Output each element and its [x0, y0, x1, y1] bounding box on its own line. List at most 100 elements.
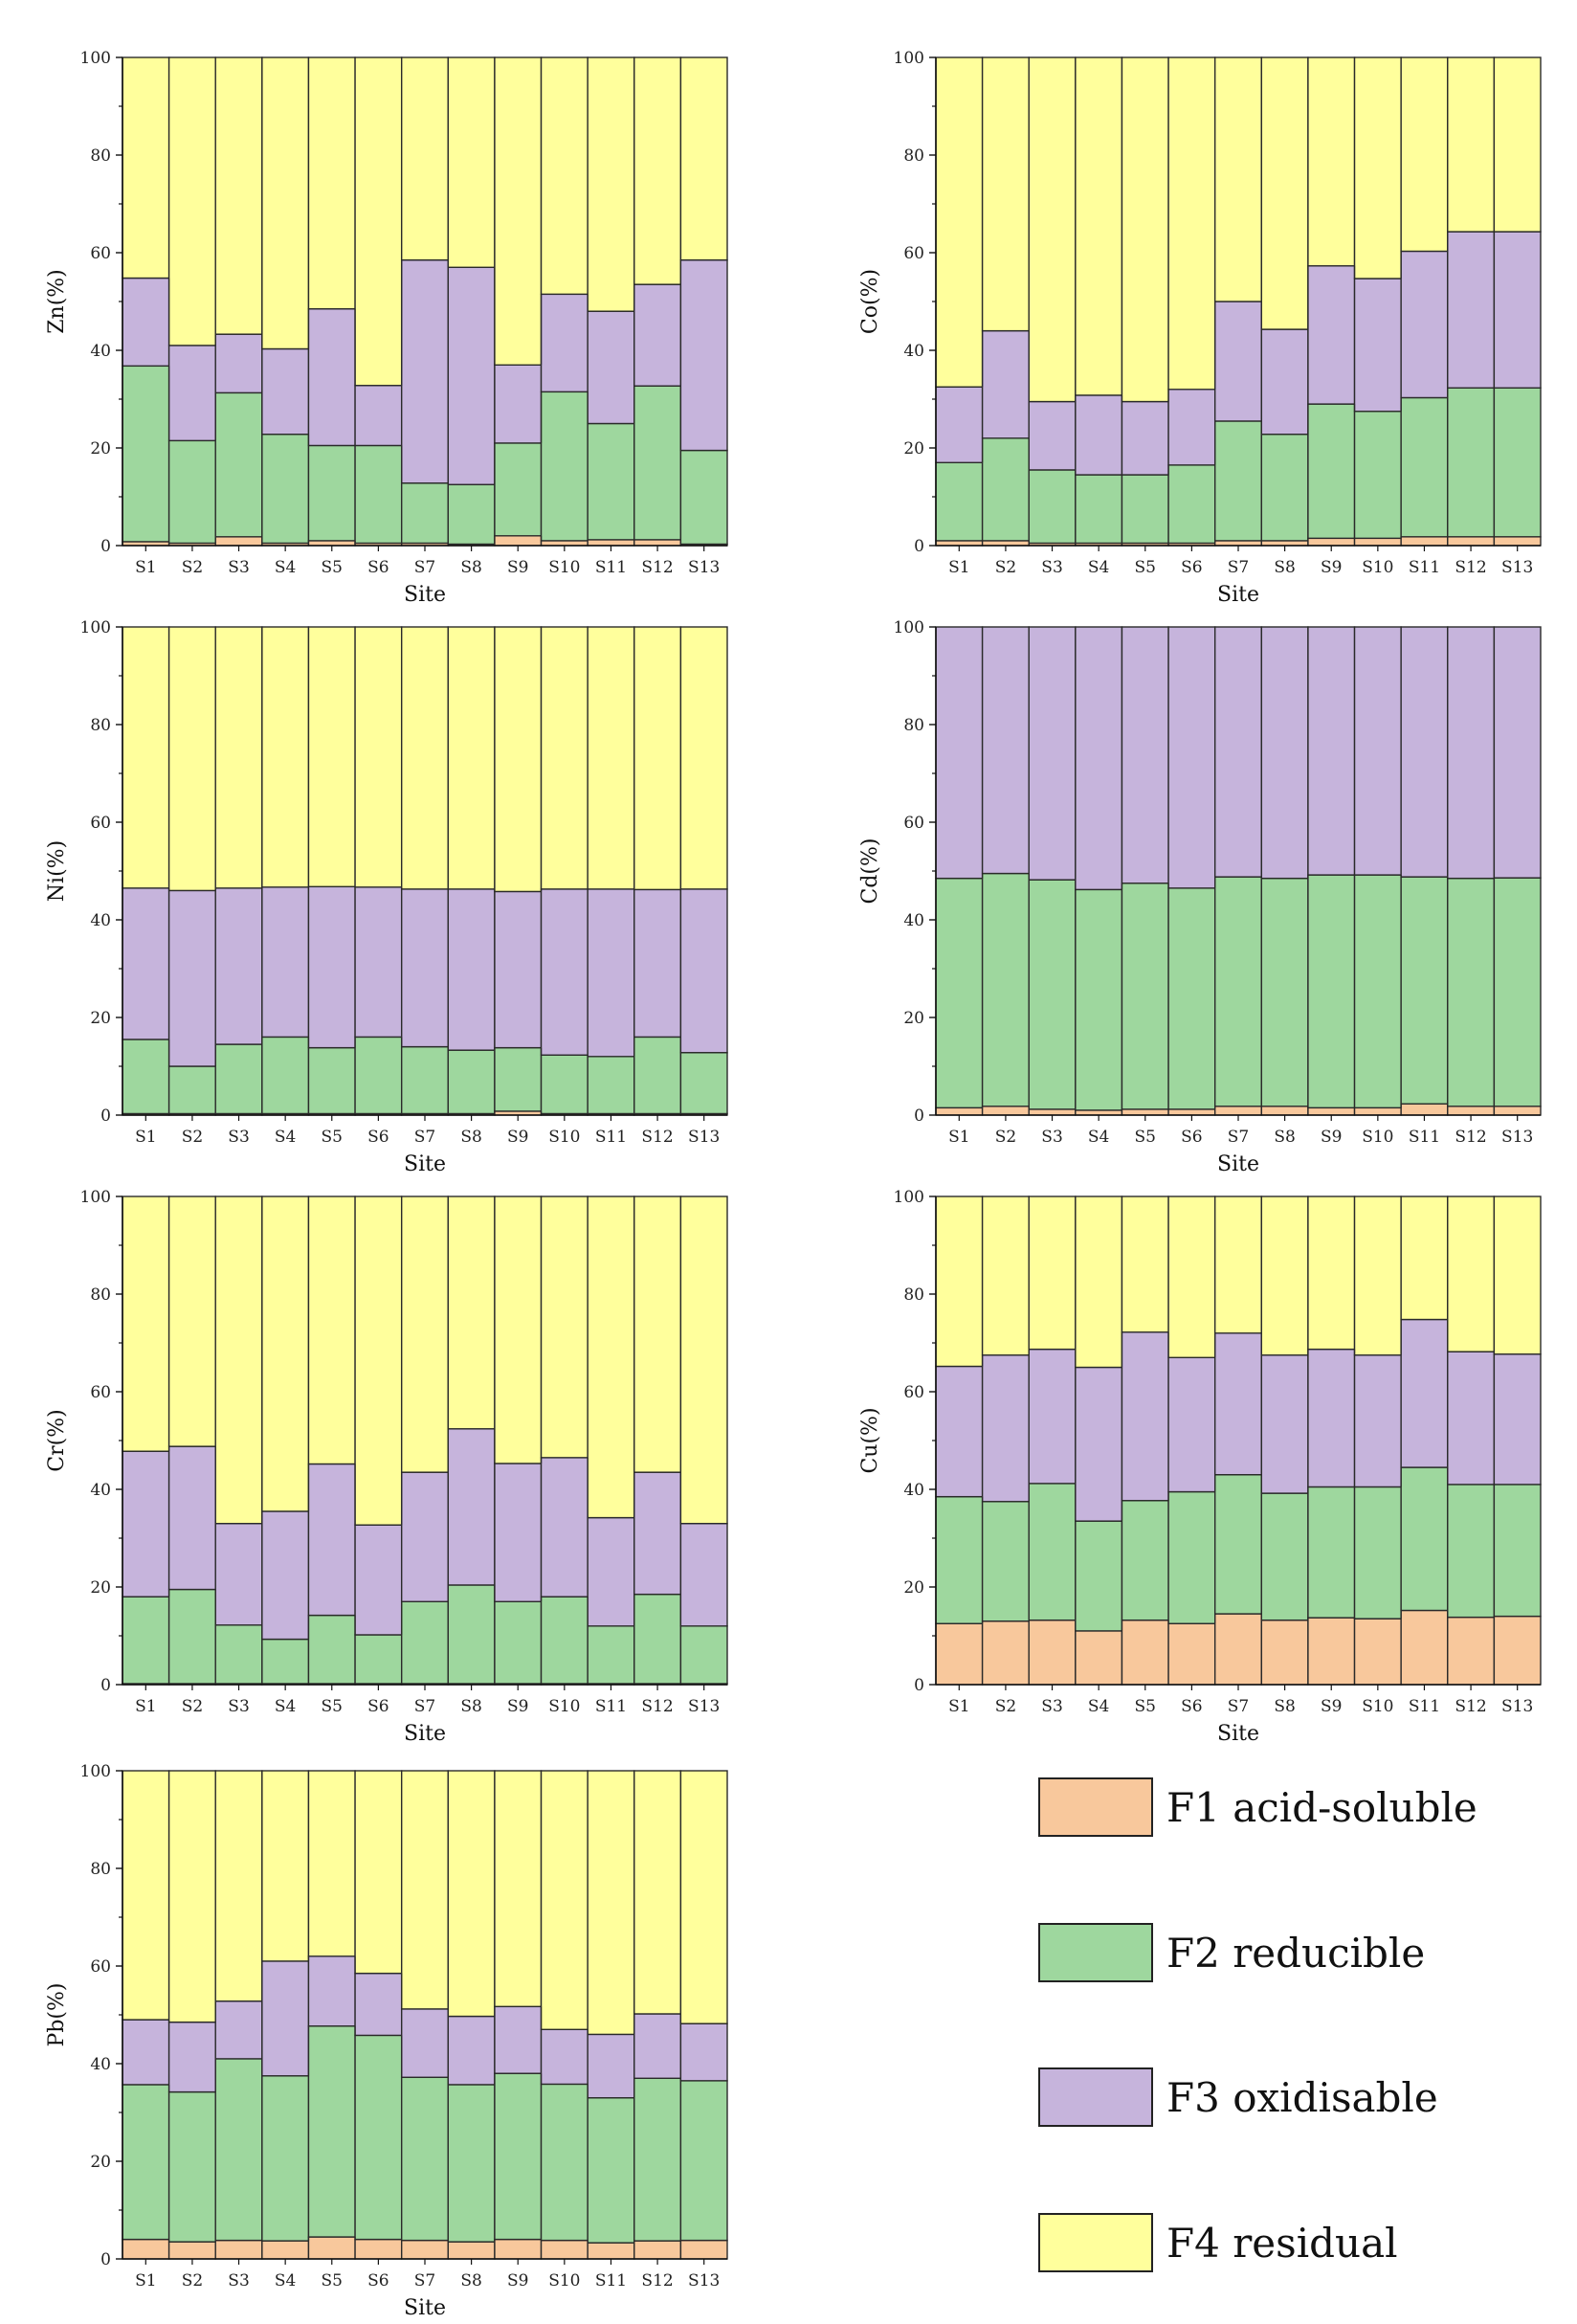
y-tick-label: 20 — [90, 1578, 111, 1598]
bar-segment — [540, 391, 589, 542]
bar-segment — [1447, 56, 1496, 233]
x-tick-label: S13 — [688, 2271, 720, 2290]
y-tick-label: 60 — [90, 244, 111, 263]
bar-segment — [633, 1593, 682, 1685]
bar-segment — [167, 2241, 216, 2260]
legend-item-f1: F1 acid-soluble — [1038, 1776, 1477, 1839]
bar-segment — [1121, 1196, 1169, 1333]
x-tick-label: S2 — [182, 2271, 203, 2290]
y-tick-label: 20 — [903, 439, 924, 458]
bar-segment — [1121, 56, 1169, 403]
bar-segment — [167, 439, 216, 545]
bar-segment — [354, 2034, 403, 2241]
y-tick-label: 40 — [903, 342, 924, 361]
x-tick-label: S9 — [507, 1697, 528, 1716]
bar-segment — [354, 444, 403, 545]
bar-segment — [1260, 626, 1309, 880]
bar-segment — [1307, 626, 1356, 876]
bar-segment — [1307, 874, 1356, 1109]
bar-segment — [587, 1770, 635, 2036]
bar-segment — [261, 1770, 310, 1962]
bar-segment — [1400, 1609, 1449, 1686]
bar-segment — [400, 2239, 450, 2260]
chart-panel: 0 20 40 60 80 100 S1 S2 S3 S4 S5 S6 S7 S8 S9 S10 S11 S12 S… — [858, 49, 1542, 607]
bar-segment — [587, 1516, 635, 1627]
bar-segment — [261, 56, 310, 350]
y-tick-label: 100 — [80, 1188, 111, 1207]
x-tick-label: S7 — [414, 2271, 435, 2290]
x-tick-label: S7 — [1228, 558, 1249, 577]
bar-segment — [261, 2075, 310, 2242]
bar-segment — [1493, 877, 1542, 1107]
y-axis-title: Cr(%) — [45, 1409, 69, 1471]
bar-segment — [1075, 1196, 1123, 1369]
bar-segment — [122, 1596, 170, 1685]
bar-segment — [679, 626, 728, 890]
bar-segment — [167, 1196, 216, 1447]
bar-segment — [400, 1770, 450, 2010]
bar-segment — [540, 2083, 589, 2242]
chart-panel: 0 20 40 60 80 100 S1 S2 S3 S4 S5 S6 S7 S8 S9 S10 S11 S12 S… — [858, 1188, 1542, 1746]
bar-segment — [494, 1046, 543, 1112]
bar-segment — [935, 1196, 984, 1368]
bar-segment — [261, 626, 310, 888]
bar-segment — [122, 277, 170, 368]
bar-segment — [935, 386, 984, 464]
bar-segment — [1400, 626, 1449, 878]
bar-segment — [494, 442, 543, 537]
y-tick-label: 80 — [903, 146, 924, 166]
bar-segment — [679, 2080, 728, 2242]
bar-segment — [633, 56, 682, 285]
bar-segment — [214, 1624, 263, 1685]
bar-segment — [1260, 328, 1309, 436]
x-tick-label: S9 — [507, 1128, 528, 1147]
bar-segment — [214, 2239, 263, 2260]
bar-segment — [1121, 1108, 1169, 1116]
bar-segment — [1493, 1353, 1542, 1486]
y-tick-label: 80 — [90, 1285, 111, 1305]
x-tick-label: S9 — [1321, 1128, 1342, 1147]
bar-segment — [1353, 1354, 1402, 1488]
x-tick-label: S10 — [548, 1697, 580, 1716]
y-tick-label: 0 — [914, 537, 924, 556]
chart-panel: 0 20 40 60 80 100 S1 S2 S3 S4 S5 S6 S7 S8 S9 S10 S11 S12 S… — [45, 1762, 728, 2320]
bar-segment — [1447, 387, 1496, 538]
x-tick-label: S10 — [1362, 1128, 1393, 1147]
bar-segment — [1400, 396, 1449, 538]
bar-segment — [307, 1955, 356, 2027]
bar-segment — [1353, 874, 1402, 1109]
bar-segment — [447, 1049, 496, 1115]
bar-segment — [400, 482, 450, 545]
x-tick-label: S11 — [595, 1128, 627, 1147]
bar-segment — [122, 56, 170, 279]
x-tick-label: S7 — [414, 1697, 435, 1716]
bar-segment — [1167, 464, 1216, 545]
bar-segment — [1075, 1520, 1123, 1632]
y-tick-label: 0 — [100, 2250, 111, 2269]
bar-segment — [447, 266, 496, 485]
bar-segment — [354, 1036, 403, 1115]
bar-segment — [1028, 469, 1077, 545]
bar-segment — [1353, 626, 1402, 876]
legend-label-f2: F2 reducible — [1166, 1929, 1426, 1977]
bar-segment — [1493, 536, 1542, 547]
x-tick-label: S6 — [1181, 1697, 1202, 1716]
bar-segment — [122, 2238, 170, 2260]
bar-segment — [1493, 231, 1542, 389]
bar-segment — [1167, 389, 1216, 466]
x-tick-label: S5 — [322, 558, 343, 577]
bar-segment — [633, 1770, 682, 2015]
bar-segment — [1213, 301, 1263, 422]
bar-segment — [981, 1354, 1030, 1503]
legend-item-f3: F3 oxidisable — [1038, 2066, 1438, 2129]
bar-segment — [307, 444, 356, 542]
x-tick-label: S5 — [322, 1697, 343, 1716]
bar-segment — [981, 1196, 1030, 1356]
bar-segment — [1307, 1486, 1356, 1619]
bar-segment — [122, 2019, 170, 2086]
bar-segment — [1307, 537, 1356, 547]
bar-segment — [354, 2238, 403, 2260]
bar-segment — [1260, 1619, 1309, 1686]
x-tick-label: S6 — [367, 1128, 389, 1147]
